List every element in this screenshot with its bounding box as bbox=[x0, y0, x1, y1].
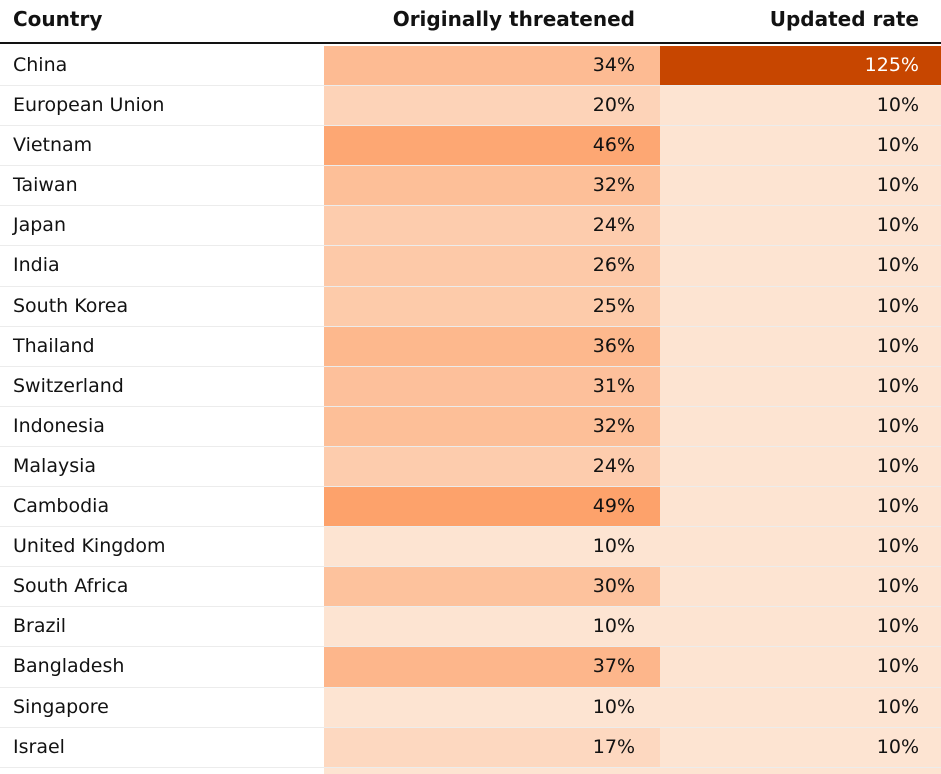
updated-rate-cell: 10% bbox=[660, 126, 941, 166]
original-rate-cell: 24% bbox=[324, 446, 660, 487]
table-row: Vietnam 46% 10% bbox=[0, 126, 941, 167]
updated-rate-cell: 125% bbox=[660, 46, 941, 86]
column-header-updated-rate: Updated rate bbox=[769, 7, 919, 31]
country-cell: European Union bbox=[13, 94, 165, 117]
original-rate-cell: 10% bbox=[324, 687, 660, 727]
country-cell: Indonesia bbox=[13, 414, 105, 437]
original-rate-cell: 32% bbox=[324, 166, 660, 206]
original-rate-cell: 46% bbox=[324, 126, 660, 166]
country-cell: South Korea bbox=[13, 294, 129, 317]
updated-rate-cell: 10% bbox=[660, 366, 941, 406]
original-rate-cell: 34% bbox=[324, 46, 660, 86]
country-cell: Bangladesh bbox=[13, 655, 125, 678]
original-rate-cell: 10% bbox=[324, 527, 660, 567]
original-rate-cell: 10% bbox=[324, 607, 660, 647]
country-cell: United Kingdom bbox=[13, 535, 166, 558]
updated-rate-cell: 10% bbox=[660, 567, 941, 607]
original-rate-cell: 36% bbox=[324, 326, 660, 366]
updated-rate-cell: 10% bbox=[660, 446, 941, 487]
updated-rate-cell: 10% bbox=[660, 166, 941, 206]
country-cell: Singapore bbox=[13, 695, 109, 718]
original-rate-cell: 17% bbox=[324, 727, 660, 767]
country-cell: Thailand bbox=[13, 334, 95, 357]
country-cell: Vietnam bbox=[13, 134, 93, 157]
table-row: European Union 20% 10% bbox=[0, 86, 941, 127]
column-header-country: Country bbox=[13, 7, 103, 31]
country-cell: Malaysia bbox=[13, 454, 97, 477]
updated-rate-cell: 10% bbox=[660, 86, 941, 126]
table-row: Bangladesh 37% 10% bbox=[0, 647, 941, 688]
updated-rate-cell: 10% bbox=[660, 406, 941, 446]
table-row: Thailand 36% 10% bbox=[0, 326, 941, 367]
updated-rate-cell: 10% bbox=[660, 607, 941, 647]
table-row: Singapore 10% 10% bbox=[0, 687, 941, 728]
updated-rate-cell: 10% bbox=[660, 687, 941, 727]
country-cell: Japan bbox=[13, 214, 66, 237]
country-cell: Cambodia bbox=[13, 495, 110, 518]
table-row: China 34% 125% bbox=[0, 46, 941, 87]
table-header: Country Originally threatened Updated ra… bbox=[0, 0, 941, 44]
table-row: South Korea 25% 10% bbox=[0, 286, 941, 327]
table-row: Japan 24% 10% bbox=[0, 206, 941, 247]
table-row: Indonesia 32% 10% bbox=[0, 406, 941, 447]
updated-rate-cell: 10% bbox=[660, 727, 941, 767]
original-rate-cell: 49% bbox=[324, 487, 660, 527]
original-rate-cell: 25% bbox=[324, 286, 660, 326]
column-header-originally-threatened: Originally threatened bbox=[392, 7, 635, 31]
table-body: China 34% 125% European Union 20% 10% Vietnam 4… bbox=[0, 46, 941, 768]
original-rate-cell: 20% bbox=[324, 86, 660, 126]
updated-rate-cell: 10% bbox=[660, 326, 941, 366]
table-row: South Africa 30% 10% bbox=[0, 567, 941, 608]
updated-rate-cell: 10% bbox=[660, 286, 941, 326]
country-cell: Taiwan bbox=[13, 174, 78, 197]
original-rate-cell: 37% bbox=[324, 647, 660, 687]
table-row: United Kingdom 10% 10% bbox=[0, 527, 941, 568]
table-row: India 26% 10% bbox=[0, 246, 941, 287]
original-rate-cell: 31% bbox=[324, 366, 660, 406]
original-rate-cell: 26% bbox=[324, 246, 660, 286]
country-cell: Switzerland bbox=[13, 374, 124, 397]
original-rate-cell: 30% bbox=[324, 567, 660, 607]
country-cell: South Africa bbox=[13, 575, 129, 598]
country-cell: Israel bbox=[13, 735, 65, 758]
updated-rate-cell: 10% bbox=[660, 527, 941, 567]
country-cell: Brazil bbox=[13, 615, 67, 638]
table-row: Israel 17% 10% bbox=[0, 727, 941, 768]
table-row: Malaysia 24% 10% bbox=[0, 446, 941, 488]
updated-rate-cell: 10% bbox=[660, 647, 941, 687]
updated-rate-cell: 10% bbox=[660, 206, 941, 246]
table-row: Switzerland 31% 10% bbox=[0, 366, 941, 407]
country-cell: China bbox=[13, 54, 68, 76]
table-row: Brazil 10% 10% bbox=[0, 607, 941, 648]
table-row: Taiwan 32% 10% bbox=[0, 166, 941, 207]
updated-rate-cell: 10% bbox=[660, 487, 941, 527]
updated-rate-cell: 10% bbox=[660, 246, 941, 286]
table-row-partial bbox=[324, 768, 941, 774]
original-rate-cell: 24% bbox=[324, 206, 660, 246]
original-rate-cell: 32% bbox=[324, 406, 660, 446]
country-cell: India bbox=[13, 254, 60, 277]
table-row: Cambodia 49% 10% bbox=[0, 487, 941, 528]
